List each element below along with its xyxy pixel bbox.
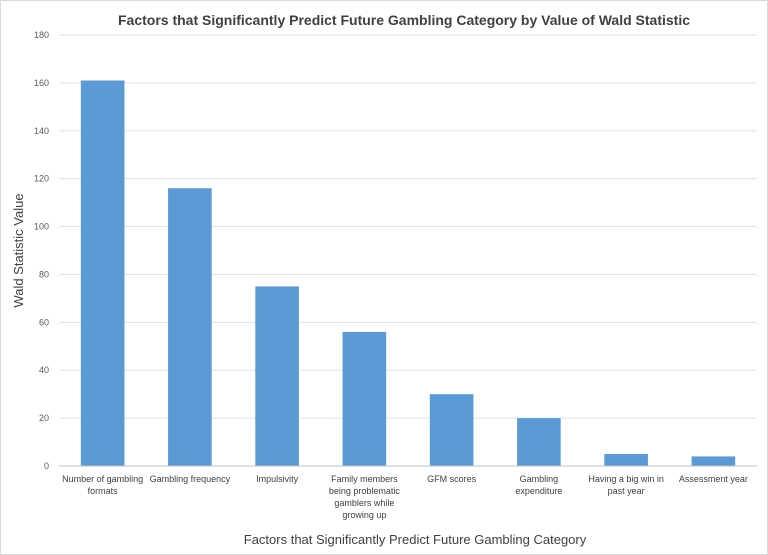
y-tick-label: 0 <box>44 461 49 471</box>
x-category-label: Number of gambling formats <box>62 474 143 496</box>
x-category-label-line: Gambling <box>520 474 559 484</box>
x-category-label-line: formats <box>88 486 119 496</box>
y-tick-label: 180 <box>34 30 49 40</box>
y-tick-label: 60 <box>39 317 49 327</box>
x-category-label: Gambling frequency <box>150 474 231 484</box>
x-category-label-line: Impulsivity <box>256 474 299 484</box>
y-tick-label: 80 <box>39 269 49 279</box>
x-axis-categories: Number of gambling formats Gambling freque… <box>62 474 748 520</box>
x-category-label-line: being problematic <box>329 486 401 496</box>
x-category-label: Impulsivity <box>256 474 299 484</box>
y-tick-label: 100 <box>34 222 49 232</box>
y-tick-label: 20 <box>39 413 49 423</box>
x-category-label-line: past year <box>608 486 645 496</box>
x-category-label-line: expenditure <box>515 486 562 496</box>
x-category-label-line: gamblers while <box>334 498 394 508</box>
y-axis-ticks: 0 20 40 60 80 100 120 140 160 180 <box>34 30 49 471</box>
y-tick-label: 160 <box>34 78 49 88</box>
chart-title: Factors that Significantly Predict Futur… <box>118 12 690 28</box>
y-axis-label: Wald Statistic Value <box>11 193 26 307</box>
x-category-label: Gambling expenditure <box>515 474 562 496</box>
bar-4 <box>342 331 387 466</box>
y-tick-label: 140 <box>34 126 49 136</box>
x-category-label-line: Number of gambling <box>62 474 143 484</box>
x-category-label: Assessment year <box>679 474 748 484</box>
y-tick-label: 40 <box>39 365 49 375</box>
bar-8 <box>691 456 736 466</box>
bar-2 <box>168 188 212 466</box>
x-category-label-line: Gambling frequency <box>150 474 231 484</box>
x-category-label: Having a big win in past year <box>588 474 664 496</box>
y-tick-label: 120 <box>34 174 49 184</box>
gridlines <box>59 34 757 419</box>
bar-6 <box>517 418 561 466</box>
bars <box>80 80 736 466</box>
x-category-label-line: GFM scores <box>427 474 477 484</box>
bar-1 <box>80 80 125 466</box>
x-category-label-line: Having a big win in <box>588 474 664 484</box>
bar-5 <box>429 394 474 466</box>
x-category-label: GFM scores <box>427 474 477 484</box>
x-axis-label: Factors that Significantly Predict Futur… <box>244 532 587 547</box>
x-category-label: Family members being problematic gamblers … <box>329 474 401 520</box>
x-category-label-line: Family members <box>331 474 398 484</box>
bar-3 <box>255 286 299 466</box>
bar-7 <box>604 454 648 466</box>
x-category-label-line: growing up <box>342 510 386 520</box>
x-category-label-line: Assessment year <box>679 474 748 484</box>
